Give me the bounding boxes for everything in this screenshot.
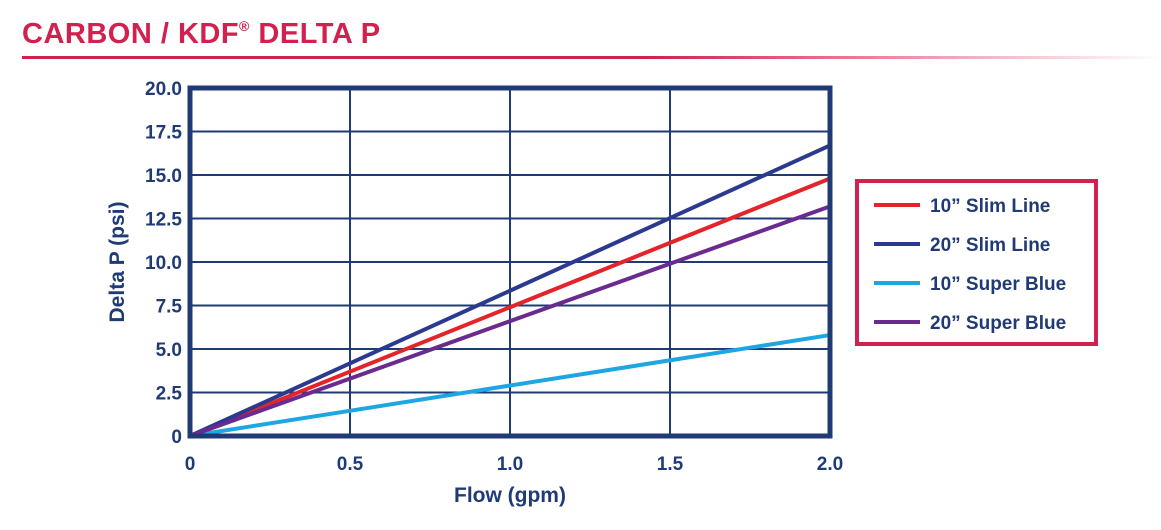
y-tick-label: 12.5: [145, 210, 182, 231]
x-tick-label: 2.0: [817, 454, 843, 475]
y-tick-label: 7.5: [156, 297, 183, 318]
y-tick-label: 15.0: [145, 166, 182, 187]
series-line-3: [188, 204, 832, 438]
page-title: CARBON / KDF® DELTA P: [22, 18, 381, 51]
series-line-2: [188, 333, 832, 438]
x-tick-labels: 0 0.5 1.0 1.5 2.0: [185, 454, 844, 475]
plot-frame: [187, 85, 833, 439]
legend-label-3: 20” Super Blue: [930, 313, 1066, 334]
legend: 10” Slim Line 20” Slim Line 10” Super Blue…: [874, 196, 1066, 334]
series-lines: [188, 143, 832, 438]
y-tick-label: 5.0: [156, 340, 182, 361]
y-tick-label: 17.5: [145, 123, 182, 144]
title-tail: DELTA P: [249, 18, 381, 50]
registered-mark: ®: [239, 18, 250, 34]
y-axis-label: Delta P (psi): [106, 202, 129, 323]
legend-label-1: 20” Slim Line: [930, 235, 1050, 256]
x-tick-label: 0: [185, 454, 196, 475]
series-line-1: [188, 143, 832, 438]
series-line-0: [188, 176, 832, 438]
title-underline: [22, 56, 1161, 59]
y-tick-label: 20.0: [145, 79, 182, 100]
title-main: CARBON / KDF: [22, 18, 240, 50]
legend-label-0: 10” Slim Line: [930, 196, 1050, 217]
x-tick-label: 0.5: [337, 454, 364, 475]
legend-box: [855, 179, 1098, 346]
y-tick-label: 2.5: [156, 384, 183, 405]
y-tick-labels: 0 2.5 5.0 7.5 10.0 12.5 15.0 17.5 20.0: [145, 79, 182, 448]
y-tick-label: 10.0: [145, 253, 182, 274]
y-tick-label: 0: [171, 427, 182, 448]
x-tick-label: 1.5: [657, 454, 684, 475]
x-axis-label: Flow (gpm): [454, 484, 566, 507]
legend-label-2: 10” Super Blue: [930, 274, 1066, 295]
x-tick-label: 1.0: [497, 454, 523, 475]
